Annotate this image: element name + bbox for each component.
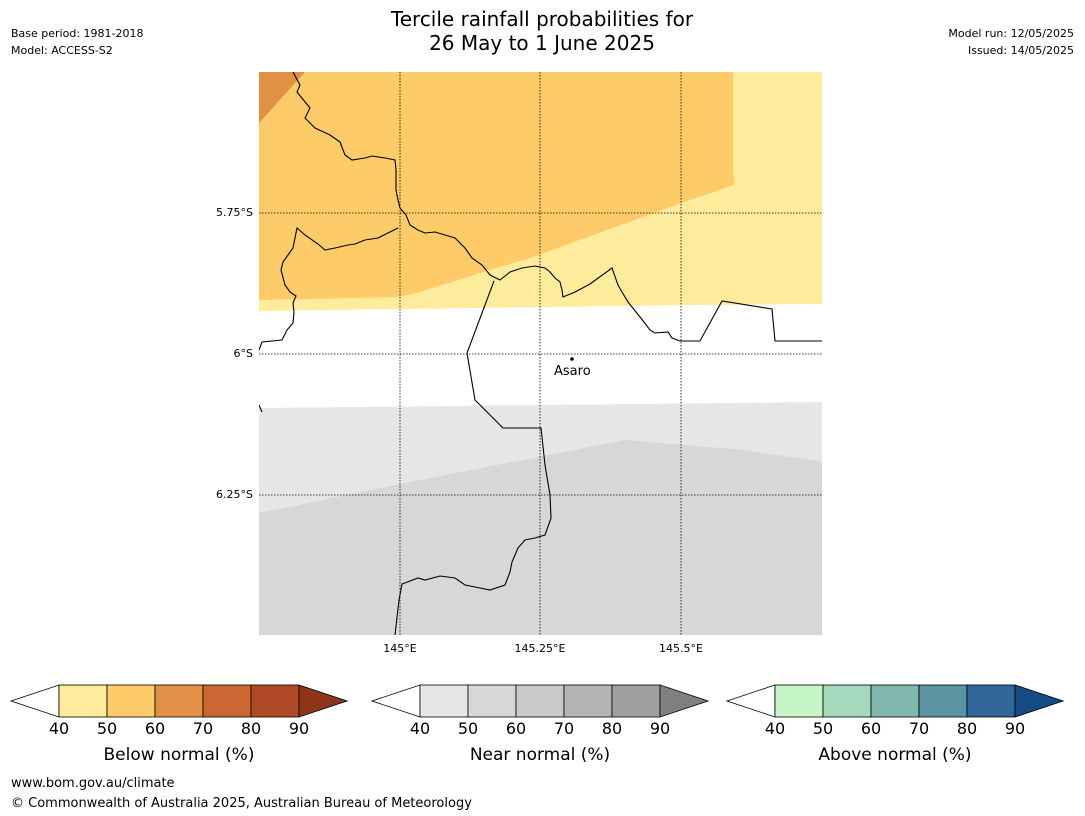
colorbar-3 — [726, 684, 1064, 718]
colorbar-high-extension — [659, 684, 709, 718]
lat-label-5.75: 5.75°S — [216, 206, 253, 219]
colorbar-segment — [822, 684, 872, 718]
colorbar-tick-label: 60 — [144, 719, 166, 738]
colorbar-tick-label: 60 — [505, 719, 527, 738]
colorbar-tick-label: 90 — [649, 719, 671, 738]
colorbar-tick-label: 90 — [1004, 719, 1026, 738]
footer-copyright: © Commonwealth of Australia 2025, Austra… — [11, 796, 472, 811]
below-normal-60-70-region — [259, 72, 305, 123]
place-label-asaro: Asaro — [554, 364, 591, 379]
colorbar-tick-label: 40 — [48, 719, 70, 738]
colorbar-tick-label: 50 — [96, 719, 118, 738]
colorbar-1 — [10, 684, 348, 718]
lat-label-6: 6°S — [233, 347, 253, 360]
colorbar-tick-label: 50 — [812, 719, 834, 738]
colorbar-segment — [966, 684, 1016, 718]
colorbar-segment — [774, 684, 824, 718]
map-title: Tercile rainfall probabilities for 26 Ma… — [342, 7, 742, 55]
colorbar-tick-label: 60 — [860, 719, 882, 738]
colorbar-2 — [371, 684, 709, 718]
colorbar-low-extension — [10, 684, 60, 718]
lon-label-145: 145°E — [383, 642, 417, 655]
lon-label-145.5: 145.5°E — [659, 642, 703, 655]
colorbar-segment — [202, 684, 252, 718]
model-text: Model: ACCESS-S2 — [11, 44, 113, 57]
footer-url: www.bom.gov.au/climate — [11, 776, 175, 791]
boundary-line-west — [259, 226, 399, 351]
issued-text: Issued: 14/05/2025 — [967, 44, 1074, 57]
below-normal-50-60-region — [259, 72, 734, 300]
colorbar-high-extension — [298, 684, 348, 718]
colorbar-tick-label: 50 — [457, 719, 479, 738]
colorbar-segment — [154, 684, 204, 718]
colorbar-segment — [918, 684, 968, 718]
colorbar-label: Near normal (%) — [469, 745, 611, 765]
colorbar-label: Above normal (%) — [818, 745, 972, 765]
colorbar-tick-label: 70 — [553, 719, 575, 738]
colorbar-tick-label: 40 — [409, 719, 431, 738]
colorbar-low-extension — [371, 684, 421, 718]
colorbar-high-extension — [1014, 684, 1064, 718]
colorbar-segment — [419, 684, 469, 718]
colorbar-tick-label: 90 — [288, 719, 310, 738]
colorbar-tick-label: 80 — [240, 719, 262, 738]
colorbar-segment — [611, 684, 661, 718]
colorbar-segment — [106, 684, 156, 718]
colorbar-tick-label: 40 — [764, 719, 786, 738]
model-run-text: Model run: 12/05/2025 — [948, 27, 1074, 40]
map-title-line1: Tercile rainfall probabilities for — [390, 7, 694, 31]
colorbar-segment — [515, 684, 565, 718]
base-period-text: Base period: 1981-2018 — [11, 27, 144, 40]
map-title-line2: 26 May to 1 June 2025 — [429, 31, 655, 55]
colorbar-tick-label: 70 — [908, 719, 930, 738]
colorbar-tick-label: 70 — [192, 719, 214, 738]
lat-label-6.25: 6.25°S — [216, 488, 253, 501]
colorbar-label: Below normal (%) — [103, 745, 255, 765]
colorbar-segment — [250, 684, 300, 718]
colorbar-tick-label: 80 — [601, 719, 623, 738]
boundary-line-south — [394, 280, 552, 635]
colorbar-segment — [58, 684, 108, 718]
colorbar-segment — [467, 684, 517, 718]
asaro-marker — [570, 357, 574, 361]
graticule — [259, 72, 822, 635]
colorbar-segment — [870, 684, 920, 718]
boundary-line-west-stub — [259, 404, 263, 413]
rainfall-map — [259, 72, 822, 635]
colorbar-low-extension — [726, 684, 776, 718]
colorbar-tick-label: 80 — [956, 719, 978, 738]
boundary-line — [292, 72, 822, 342]
colorbar-segment — [563, 684, 613, 718]
lon-label-145.25: 145.25°E — [514, 642, 566, 655]
